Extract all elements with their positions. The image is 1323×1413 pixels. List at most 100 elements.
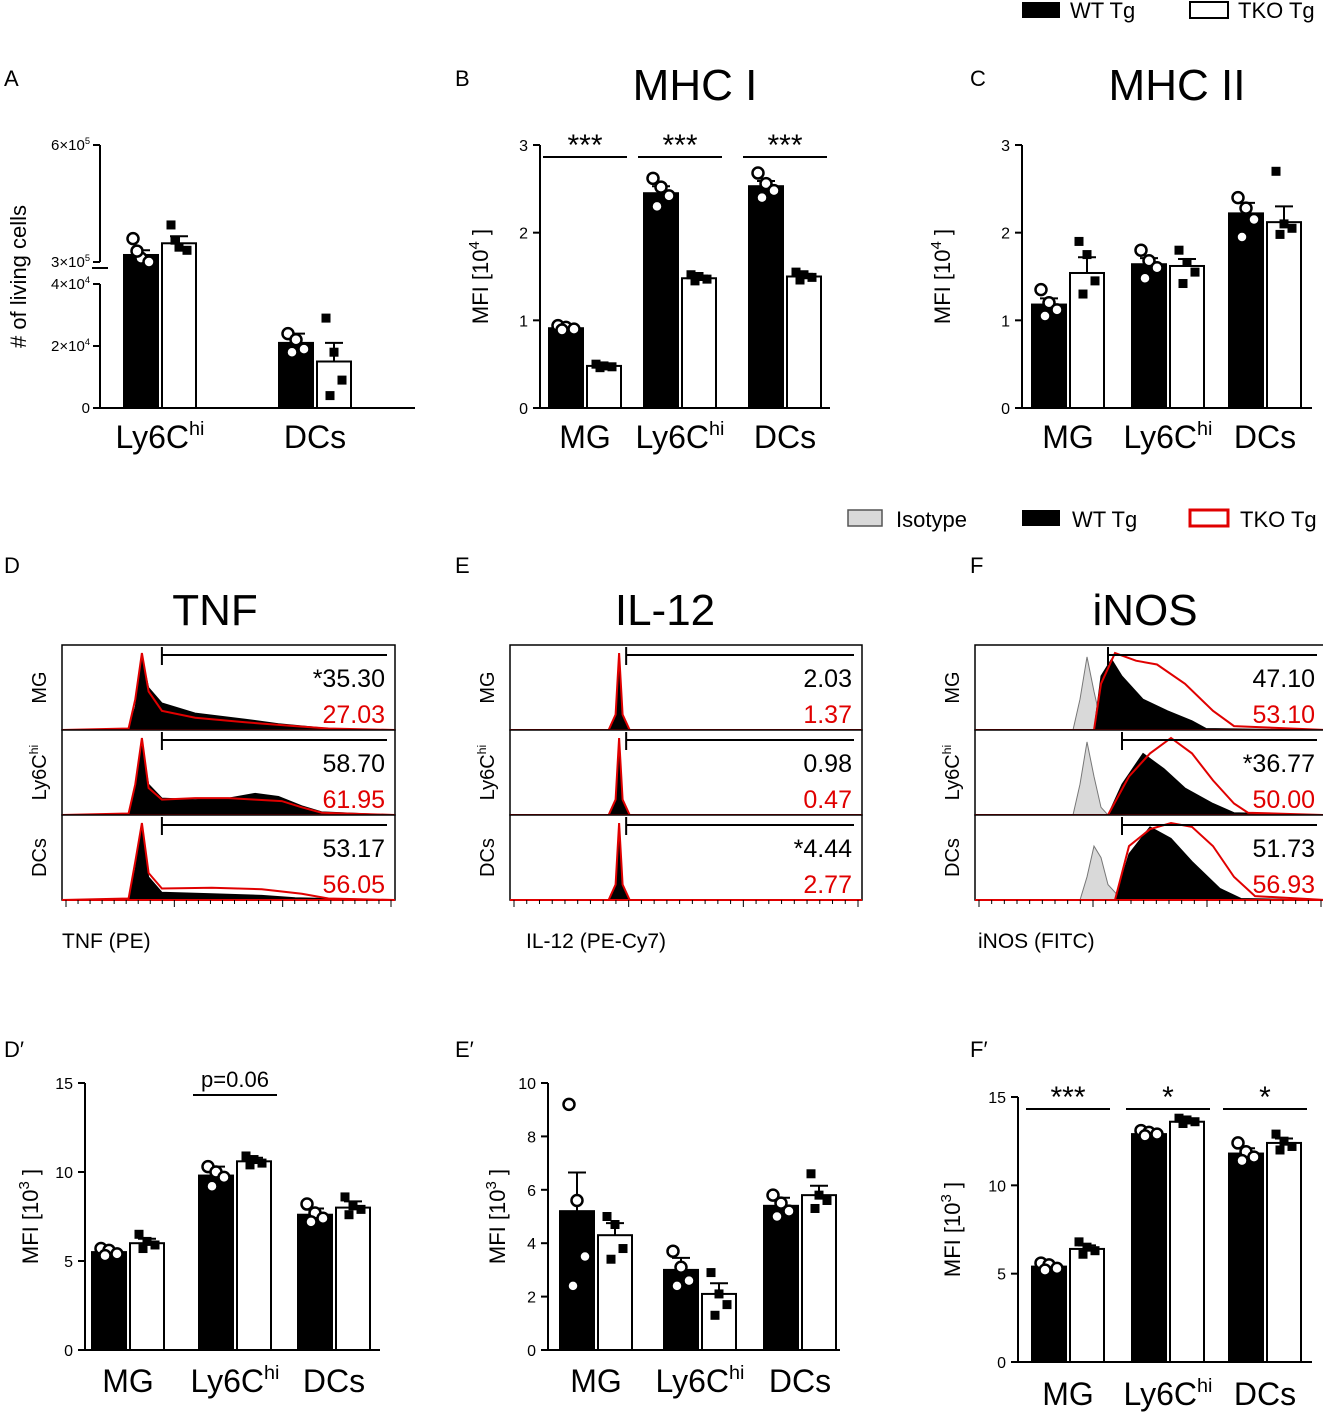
bar-tko bbox=[1266, 221, 1302, 409]
gate-value-wt: 58.70 bbox=[322, 750, 385, 778]
data-point-wt bbox=[770, 1209, 784, 1224]
x-category-label-sup: hi bbox=[709, 418, 724, 440]
y-tick-label: 15 bbox=[55, 1076, 73, 1093]
histogram-row-label-text: DCs bbox=[477, 838, 499, 877]
bar-wt bbox=[548, 327, 584, 409]
data-point-wt bbox=[570, 1193, 584, 1208]
histogram-x-label: TNF (PE) bbox=[62, 930, 151, 953]
panel-label-e: E bbox=[455, 553, 470, 578]
histogram-row: *4.44 2.77 DCs bbox=[477, 814, 863, 901]
x-category-label-text: Ly6C bbox=[1124, 1376, 1198, 1412]
x-category-label-text: MG bbox=[102, 1363, 154, 1399]
x-category-label: Ly6Chi bbox=[116, 418, 205, 455]
bar-tko bbox=[586, 364, 622, 410]
y-tick-label-text: 0 bbox=[82, 400, 90, 417]
data-point-tko bbox=[806, 1169, 816, 1179]
data-point-wt bbox=[578, 1249, 592, 1264]
histogram-tko bbox=[975, 736, 1323, 816]
bar-tko bbox=[1169, 1120, 1205, 1363]
data-point-tko bbox=[690, 276, 700, 286]
bar-tko bbox=[681, 277, 717, 409]
y-tick-label: 3 bbox=[1001, 138, 1010, 155]
y-axis-label-end: ] bbox=[930, 229, 955, 241]
data-point-tko bbox=[1287, 1141, 1297, 1151]
bar-wt bbox=[1228, 1152, 1264, 1363]
data-point-wt bbox=[1138, 1129, 1152, 1143]
data-point-tko bbox=[245, 1160, 255, 1170]
x-category-label: DCs bbox=[1234, 419, 1296, 455]
data-point-tko bbox=[241, 1151, 251, 1161]
gate-value-tko: 2.77 bbox=[803, 871, 852, 899]
x-category-label-text: DCs bbox=[303, 1363, 365, 1399]
histogram-row-label: MG bbox=[29, 671, 51, 703]
data-point-tko bbox=[1190, 1117, 1200, 1127]
data-point-tko bbox=[1174, 245, 1184, 255]
histogram-row-label-sup: hi bbox=[940, 745, 954, 755]
y-axis-label-text: MFI [10 bbox=[940, 1203, 965, 1278]
bar-wt bbox=[123, 253, 159, 409]
gate-value-wt: *36.77 bbox=[1243, 750, 1315, 778]
panel-label-b: B bbox=[455, 66, 470, 91]
data-point-tko bbox=[1078, 1249, 1088, 1259]
data-point-wt bbox=[654, 180, 668, 194]
y-tick-label: 1 bbox=[1001, 313, 1010, 330]
histogram-row: 47.10 53.10 MG bbox=[942, 644, 1323, 731]
bar-wt bbox=[1031, 1265, 1067, 1363]
data-point-tko bbox=[722, 1300, 732, 1310]
data-point-wt bbox=[205, 1179, 219, 1193]
y-tick-label: 0 bbox=[527, 1343, 536, 1360]
histogram-row-label: MG bbox=[477, 671, 499, 703]
x-category-label-text: MG bbox=[570, 1363, 622, 1399]
y-tick-label-sup: 5 bbox=[85, 253, 90, 263]
data-point-wt bbox=[1042, 296, 1056, 310]
histogram-row: 2.03 1.37 MG bbox=[477, 644, 863, 731]
gate-value-tko: 0.47 bbox=[803, 786, 852, 814]
data-point-tko bbox=[150, 1240, 160, 1250]
histogram-frame bbox=[509, 729, 863, 816]
x-category-label-text: Ly6C bbox=[636, 419, 710, 455]
bar-wt bbox=[643, 192, 679, 409]
data-point-tko bbox=[138, 1244, 148, 1254]
legend-wt-swatch-mid bbox=[1022, 510, 1060, 526]
histogram-panel-1: IL-12 2.03 1.37 MG 0.98 0.47 Ly6Chi *4.44 2.77 DC… bbox=[475, 586, 863, 953]
data-point-wt bbox=[1134, 243, 1148, 257]
bar-tko bbox=[786, 275, 822, 409]
data-point-wt bbox=[555, 323, 569, 337]
y-tick-label: 4×104 bbox=[51, 275, 90, 293]
legend-wt-label-mid: WT Tg bbox=[1072, 507, 1137, 532]
legend-wt-swatch bbox=[1022, 2, 1060, 18]
data-point-wt bbox=[142, 255, 156, 269]
histogram-row-label: DCs bbox=[477, 838, 499, 877]
histogram-row-label-sup: hi bbox=[475, 745, 489, 755]
data-point-wt bbox=[1138, 271, 1152, 286]
x-category-label-sup: hi bbox=[189, 418, 204, 440]
data-point-tko bbox=[710, 1310, 720, 1320]
y-axis-label-sup: 4 bbox=[928, 241, 945, 249]
y-axis-label-text: MFI [10 bbox=[485, 1190, 510, 1265]
data-point-wt bbox=[1050, 303, 1064, 317]
legend-wt-label: WT Tg bbox=[1070, 0, 1135, 23]
data-point-wt bbox=[289, 333, 303, 347]
data-point-tko bbox=[618, 1244, 628, 1254]
y-axis-label-sup: 4 bbox=[466, 241, 483, 249]
bar-tko bbox=[597, 1234, 633, 1351]
data-point-tko bbox=[142, 1236, 152, 1246]
y-tick-label: 6 bbox=[527, 1183, 536, 1200]
data-point-wt bbox=[759, 176, 773, 191]
histogram-tko bbox=[510, 822, 862, 901]
data-point-wt bbox=[562, 1097, 576, 1112]
y-tick-label: 5 bbox=[997, 1267, 1006, 1284]
y-tick-label-text: 4×10 bbox=[51, 276, 85, 293]
x-category-label-text: DCs bbox=[754, 419, 816, 455]
panel-label-d: D bbox=[4, 553, 20, 578]
data-point-tko bbox=[340, 1192, 350, 1202]
data-point-wt bbox=[567, 322, 581, 336]
histogram-row-label: DCs bbox=[29, 838, 51, 877]
panel-label-a: A bbox=[4, 66, 19, 91]
x-category-label-sup: hi bbox=[1197, 1375, 1212, 1397]
data-point-tko bbox=[595, 363, 605, 373]
data-point-tko bbox=[1287, 223, 1297, 233]
y-axis-label-text: MFI [10 bbox=[930, 250, 955, 325]
